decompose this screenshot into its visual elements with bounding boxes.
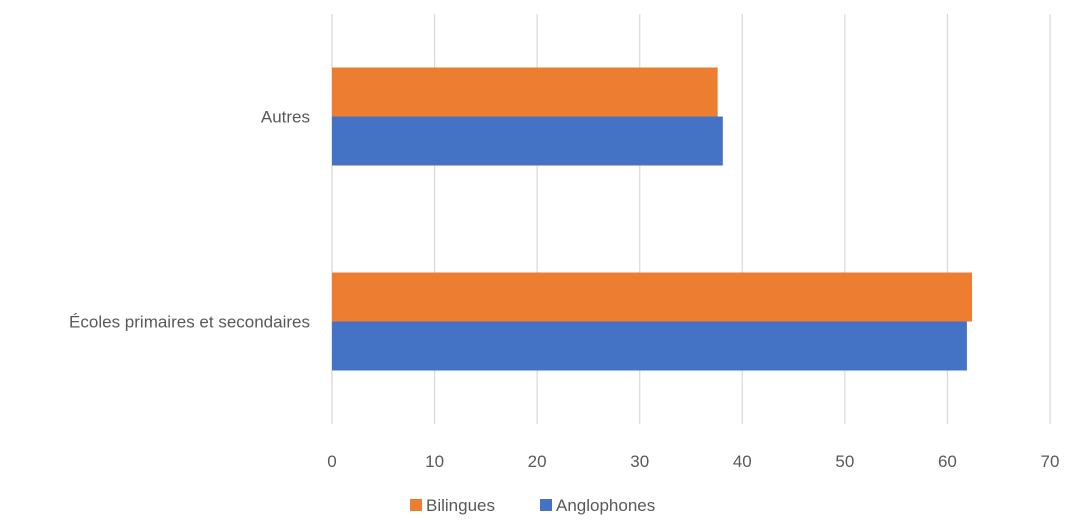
legend-label-anglophones: Anglophones [556, 496, 655, 515]
x-tick-label: 60 [938, 452, 957, 471]
x-tick-label: 10 [425, 452, 444, 471]
x-tick-label: 70 [1041, 452, 1060, 471]
bar-bilingues-1 [332, 67, 718, 117]
legend: Bilingues Anglophones [410, 496, 655, 515]
x-tick-label: 50 [835, 452, 854, 471]
category-label: Écoles primaires et secondaires [69, 313, 310, 332]
bar-anglophones-1 [332, 116, 723, 166]
x-tick-label: 20 [528, 452, 547, 471]
bar-bilingues-0 [332, 272, 973, 322]
legend-label-bilingues: Bilingues [426, 496, 495, 515]
bars [332, 67, 973, 371]
legend-swatch-anglophones [540, 499, 552, 511]
bar-anglophones-0 [332, 321, 967, 371]
category-label: Autres [261, 108, 310, 127]
x-tick-label: 30 [630, 452, 649, 471]
legend-swatch-bilingues [410, 499, 422, 511]
category-labels: Écoles primaires et secondaires Autres [69, 108, 310, 332]
x-tick-label: 40 [733, 452, 752, 471]
x-tick-label: 0 [327, 452, 336, 471]
x-tick-labels: 0 10 20 30 40 50 60 70 [327, 452, 1059, 471]
